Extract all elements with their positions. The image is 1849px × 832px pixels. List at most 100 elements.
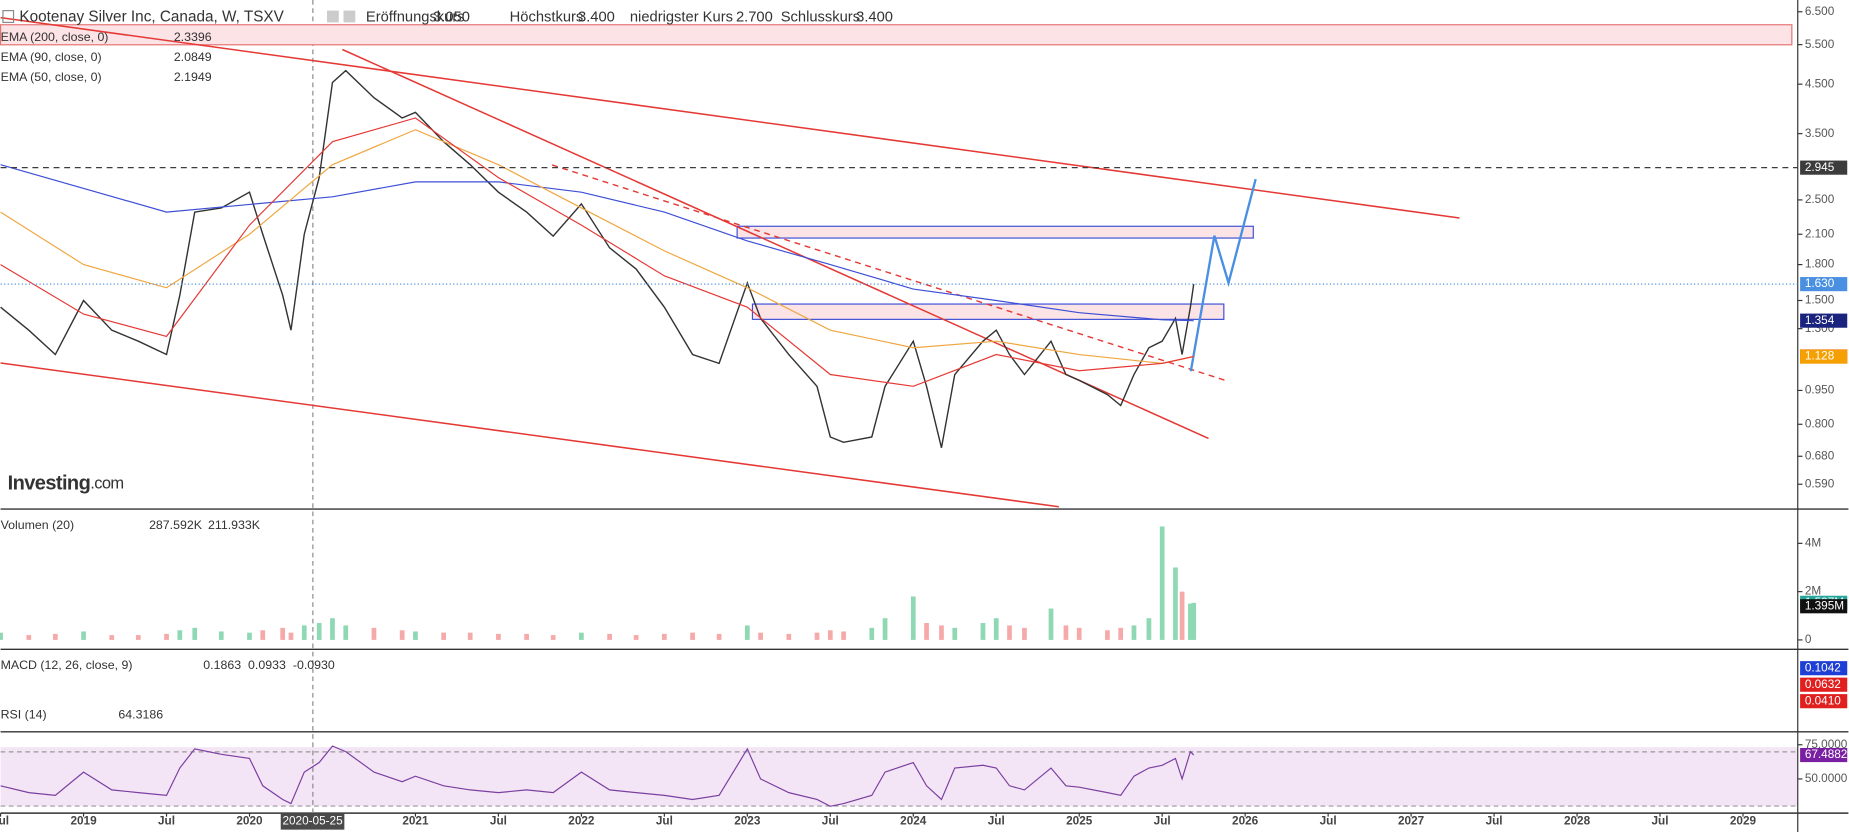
ema-line [0, 164, 1194, 322]
collapse-icon[interactable] [2, 10, 15, 23]
volume-bar [1063, 625, 1069, 640]
x-tick-label: Jul [1320, 815, 1337, 828]
price-line [0, 69, 1195, 448]
volume-bar [1173, 567, 1178, 640]
volume-bar [371, 627, 377, 640]
y-tick-label: 0 [1805, 633, 1812, 646]
volume-bar [980, 623, 986, 640]
y-tick-label: 6.500 [1805, 5, 1835, 18]
x-tick-label: Jul [490, 815, 507, 828]
y-tick-label: 0.590 [1805, 477, 1835, 490]
volume-bar [882, 618, 888, 640]
volume-bar [288, 632, 294, 640]
crosshair-marker [280, 813, 345, 830]
legend-value: 287.592K [149, 518, 203, 532]
volume-bar [109, 635, 115, 640]
axis-marker-label: 0.0410 [1805, 694, 1841, 707]
plot [0, 69, 1798, 807]
trend-line [551, 164, 1227, 382]
trend-line [0, 16, 1460, 219]
volume-bar [441, 632, 447, 640]
axis-marker [1800, 661, 1848, 676]
y-tick-label: 50.0000 [1805, 772, 1848, 785]
axis-marker-label: 0.0632 [1805, 678, 1841, 691]
axis-marker [1800, 349, 1848, 364]
x-tick-label: Jul [656, 815, 673, 828]
volume-bar [1191, 602, 1197, 640]
volume-bar [1118, 627, 1124, 640]
x-tick-label: 2029 [1730, 815, 1757, 828]
legend-value: 2.1949 [174, 70, 212, 84]
field-value: 2.700 [736, 10, 773, 26]
field-label: Schlusskurs [781, 10, 860, 26]
volume-bar [924, 623, 929, 640]
volume-bar [343, 625, 349, 640]
x-tick-label: 2024 [900, 815, 927, 828]
volume-bar [280, 627, 286, 640]
y-tick-label: 2.500 [1805, 193, 1835, 206]
zone-box [736, 225, 1254, 239]
watermark-suffix: .com [90, 475, 123, 493]
field-value: 3.050 [433, 10, 470, 26]
y-tick-label: 1.800 [1805, 258, 1835, 271]
x-tick-label: 2026 [1232, 815, 1259, 828]
x-tick-label: 2027 [1398, 815, 1425, 828]
axis-marker-label: 1.395M [1805, 599, 1844, 612]
volume-bar [1131, 625, 1137, 640]
x-tick-label: 2023 [734, 815, 761, 828]
x-tick-label: 2020 [236, 815, 263, 828]
volume-bar [993, 618, 999, 640]
volume-bar [939, 625, 944, 640]
volume-bar [1022, 627, 1027, 640]
y-tick-label: 75.0000 [1805, 738, 1848, 751]
field-label: Höchstkurs [510, 10, 584, 26]
y-tick-label: 2M [1805, 585, 1821, 598]
volume-bar [690, 632, 695, 640]
x-tick-label: 2025 [1066, 815, 1093, 828]
legend-value: 64.3186 [118, 708, 163, 722]
x-tick-label: 2019 [70, 815, 97, 828]
y-tick-label: 2.100 [1805, 227, 1835, 240]
volume-bar [218, 631, 224, 640]
volume-bar [316, 623, 322, 640]
projection [1189, 178, 1257, 372]
rsi-line [0, 745, 1195, 807]
y-tick-label: 0.680 [1805, 449, 1835, 462]
volume-bar [413, 631, 418, 640]
x-tick-label: 2028 [1564, 815, 1591, 828]
volume-bar [550, 635, 556, 640]
volume-bar [177, 630, 183, 640]
axis-marker [1800, 677, 1848, 692]
x-tick-label: Jul [0, 815, 9, 828]
axis-marker-label: 1.354 [1805, 314, 1835, 327]
legend-name: EMA (50, close, 0) [1, 70, 102, 84]
volume-bar [524, 633, 529, 640]
axis-marker-label: 1.128 [1805, 350, 1835, 363]
y-tick-label: 0.800 [1805, 417, 1835, 430]
axis-marker-label: 67.4882 [1805, 748, 1848, 761]
symbol: Kootenay Silver Inc, Canada, W, TSXV [19, 9, 284, 26]
x-tick-label: Jul [1486, 815, 1503, 828]
volume-bar [164, 633, 169, 640]
legend-value: 0.1863 [203, 658, 241, 672]
watermark: Investing.com [8, 473, 124, 495]
volume-bar [1159, 526, 1165, 640]
volume-title: Volumen (20) [1, 518, 75, 532]
legend-name: EMA (90, close, 0) [1, 50, 102, 64]
legend-name: EMA (200, close, 0) [1, 30, 109, 44]
volume-bar [330, 618, 335, 640]
field-value: 3.400 [856, 10, 893, 26]
volume-bar [814, 632, 820, 640]
x-tick-label: Jul [988, 815, 1005, 828]
volume-bar [52, 633, 58, 640]
axis-marker-label: 1.630 [1805, 277, 1835, 290]
volume-bar [1146, 618, 1152, 640]
watermark-brand: Investing [8, 473, 91, 495]
axis-marker [1800, 160, 1848, 175]
volume-bar [1105, 630, 1110, 640]
field-value: 3.400 [578, 10, 615, 26]
volume-bar [1188, 603, 1193, 640]
volume-bar [496, 633, 501, 640]
volume-bar [26, 635, 32, 640]
